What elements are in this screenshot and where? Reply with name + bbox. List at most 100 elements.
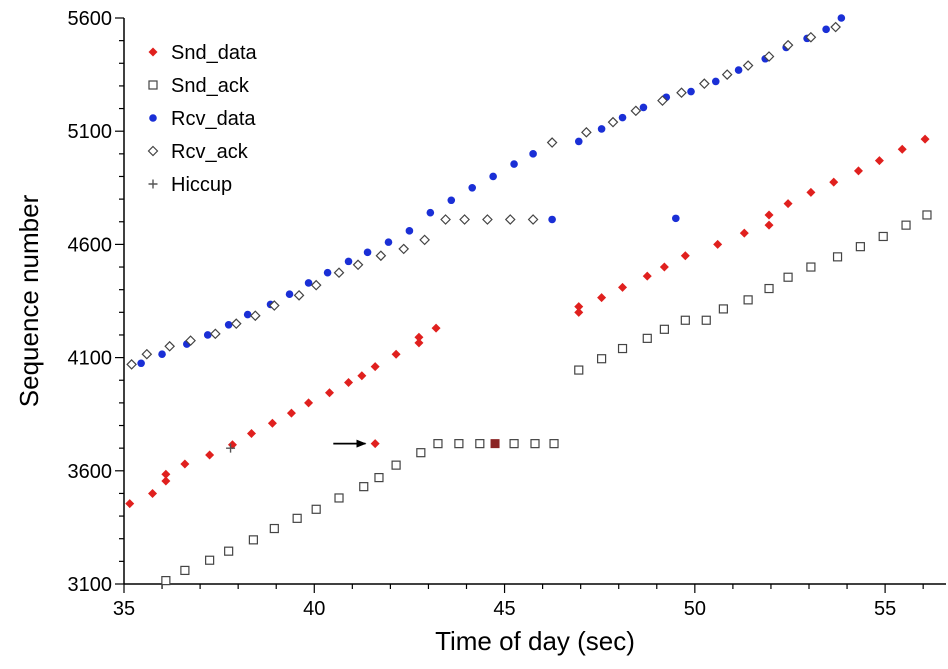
rcv-ack-point: [527, 214, 539, 225]
rcv-data-point: [405, 227, 414, 235]
x-tick-label: 50: [684, 598, 706, 620]
snd-data-point: [829, 177, 839, 187]
snd-data-point: [574, 307, 584, 317]
x-ticks: 35 40 45 50 55: [113, 584, 924, 620]
rcv-ack-point: [657, 95, 668, 106]
data-points: [125, 14, 932, 586]
rcv-ack-point: [209, 328, 221, 340]
rcv-data-point: [837, 14, 846, 22]
legend-marker-rcv-ack: [147, 145, 159, 157]
snd-data-point: [304, 398, 314, 408]
rcv-ack-point: [310, 279, 322, 291]
snd-data-point: [431, 323, 441, 333]
rcv-data-point: [285, 290, 294, 299]
rcv-data-point: [158, 350, 166, 359]
series-snd-data: [125, 134, 930, 509]
rcv-data-point: [687, 87, 695, 96]
x-axis-title: Time of day (sec): [435, 626, 635, 656]
hiccup-point: [226, 443, 236, 453]
y-ticks: 3100 3600 4100 4600 5100 5600: [68, 8, 124, 596]
rcv-ack-point: [126, 359, 137, 370]
rcv-ack-point: [375, 250, 387, 262]
series-hiccup: [226, 443, 236, 453]
legend-item: Snd_ack: [148, 75, 250, 97]
y-tick-label: 4600: [68, 234, 113, 256]
rcv-ack-point: [742, 60, 754, 71]
legend-marker-rcv-data: [149, 114, 157, 122]
rcv-data-point: [574, 137, 583, 146]
legend-marker-snd-ack: [148, 80, 158, 90]
series-rcv-ack: [126, 21, 841, 370]
snd-ack-point: [642, 333, 652, 343]
legend-label-rcv-data: Rcv_data: [171, 108, 256, 130]
y-tick-label: 5600: [68, 8, 113, 30]
legend-item: Rcv_ack: [147, 141, 249, 163]
rcv-ack-point: [504, 214, 516, 225]
snd-data-point: [370, 362, 380, 372]
rcv-data-point: [323, 268, 332, 277]
snd-ack-point: [374, 472, 384, 483]
snd-ack-point: [549, 439, 559, 449]
legend-marker-snd-data: [148, 47, 158, 57]
rcv-data-point: [384, 238, 393, 246]
rcv-data-point: [711, 77, 720, 86]
rcv-ack-point: [782, 39, 794, 51]
axes: 35 40 45 50 55 3100 3600 4100 4600 5100 5600: [68, 8, 946, 620]
rcv-ack-point: [459, 214, 470, 225]
snd-ack-point: [701, 315, 711, 325]
y-axis-title: Sequence number: [14, 194, 44, 407]
legend-label-snd-data: Snd_data: [171, 42, 258, 64]
rcv-ack-point: [676, 87, 687, 99]
snd-data-point: [246, 428, 256, 438]
snd-ack-point: [855, 242, 865, 252]
snd-data-point: [574, 302, 584, 312]
rcv-ack-point: [546, 137, 558, 148]
series-snd-ack-highlighted-: [490, 439, 500, 449]
snd-ack-point: [806, 262, 816, 272]
snd-data-point: [161, 469, 171, 479]
snd-ack-point: [743, 295, 753, 305]
rcv-ack-point: [630, 105, 642, 117]
snd-data-point: [642, 271, 652, 281]
snd-ack-point: [922, 210, 932, 220]
snd-ack-point: [659, 324, 669, 334]
snd-data-point: [205, 450, 215, 460]
snd-data-point: [414, 338, 424, 348]
snd-data-point: [874, 156, 884, 166]
rcv-ack-point: [805, 31, 817, 43]
snd-ack-point: [574, 365, 584, 375]
rcv-ack-point: [419, 234, 430, 246]
rcv-ack-point: [268, 300, 280, 311]
rcv-data-point: [618, 113, 627, 122]
snd-ack-point: [205, 555, 215, 565]
rcv-ack-point: [333, 267, 345, 279]
x-tick-label: 40: [303, 598, 325, 620]
rcv-ack-point: [607, 116, 619, 128]
series-snd-ack: [161, 210, 932, 586]
snd-ack-point: [334, 493, 344, 503]
snd-ack-point: [530, 439, 540, 449]
x-tick-label: 35: [113, 598, 135, 620]
rcv-data-point: [363, 248, 372, 257]
rcv-data-point: [468, 184, 477, 192]
y-tick-label: 4100: [68, 348, 113, 370]
snd-data-point: [764, 210, 774, 220]
rcv-data-point: [426, 208, 435, 217]
legend-marker-hiccup: [148, 179, 158, 189]
snd-ack-point: [509, 439, 519, 449]
rcv-data-point: [822, 25, 830, 34]
legend-item: Hiccup: [148, 174, 232, 196]
snd-ack-point: [617, 343, 628, 354]
snd-ack-point: [901, 220, 911, 230]
rcv-ack-point: [398, 243, 410, 255]
y-tick-label: 3100: [68, 574, 113, 596]
snd-data-point: [597, 293, 607, 303]
x-tick-label: 45: [493, 598, 515, 620]
snd-ack-point: [764, 283, 774, 294]
rcv-data-point: [529, 150, 537, 158]
rcv-data-point: [224, 320, 233, 329]
snd-ack-point: [391, 460, 401, 470]
snd-ack-point: [248, 535, 258, 545]
rcv-ack-point: [482, 214, 493, 225]
